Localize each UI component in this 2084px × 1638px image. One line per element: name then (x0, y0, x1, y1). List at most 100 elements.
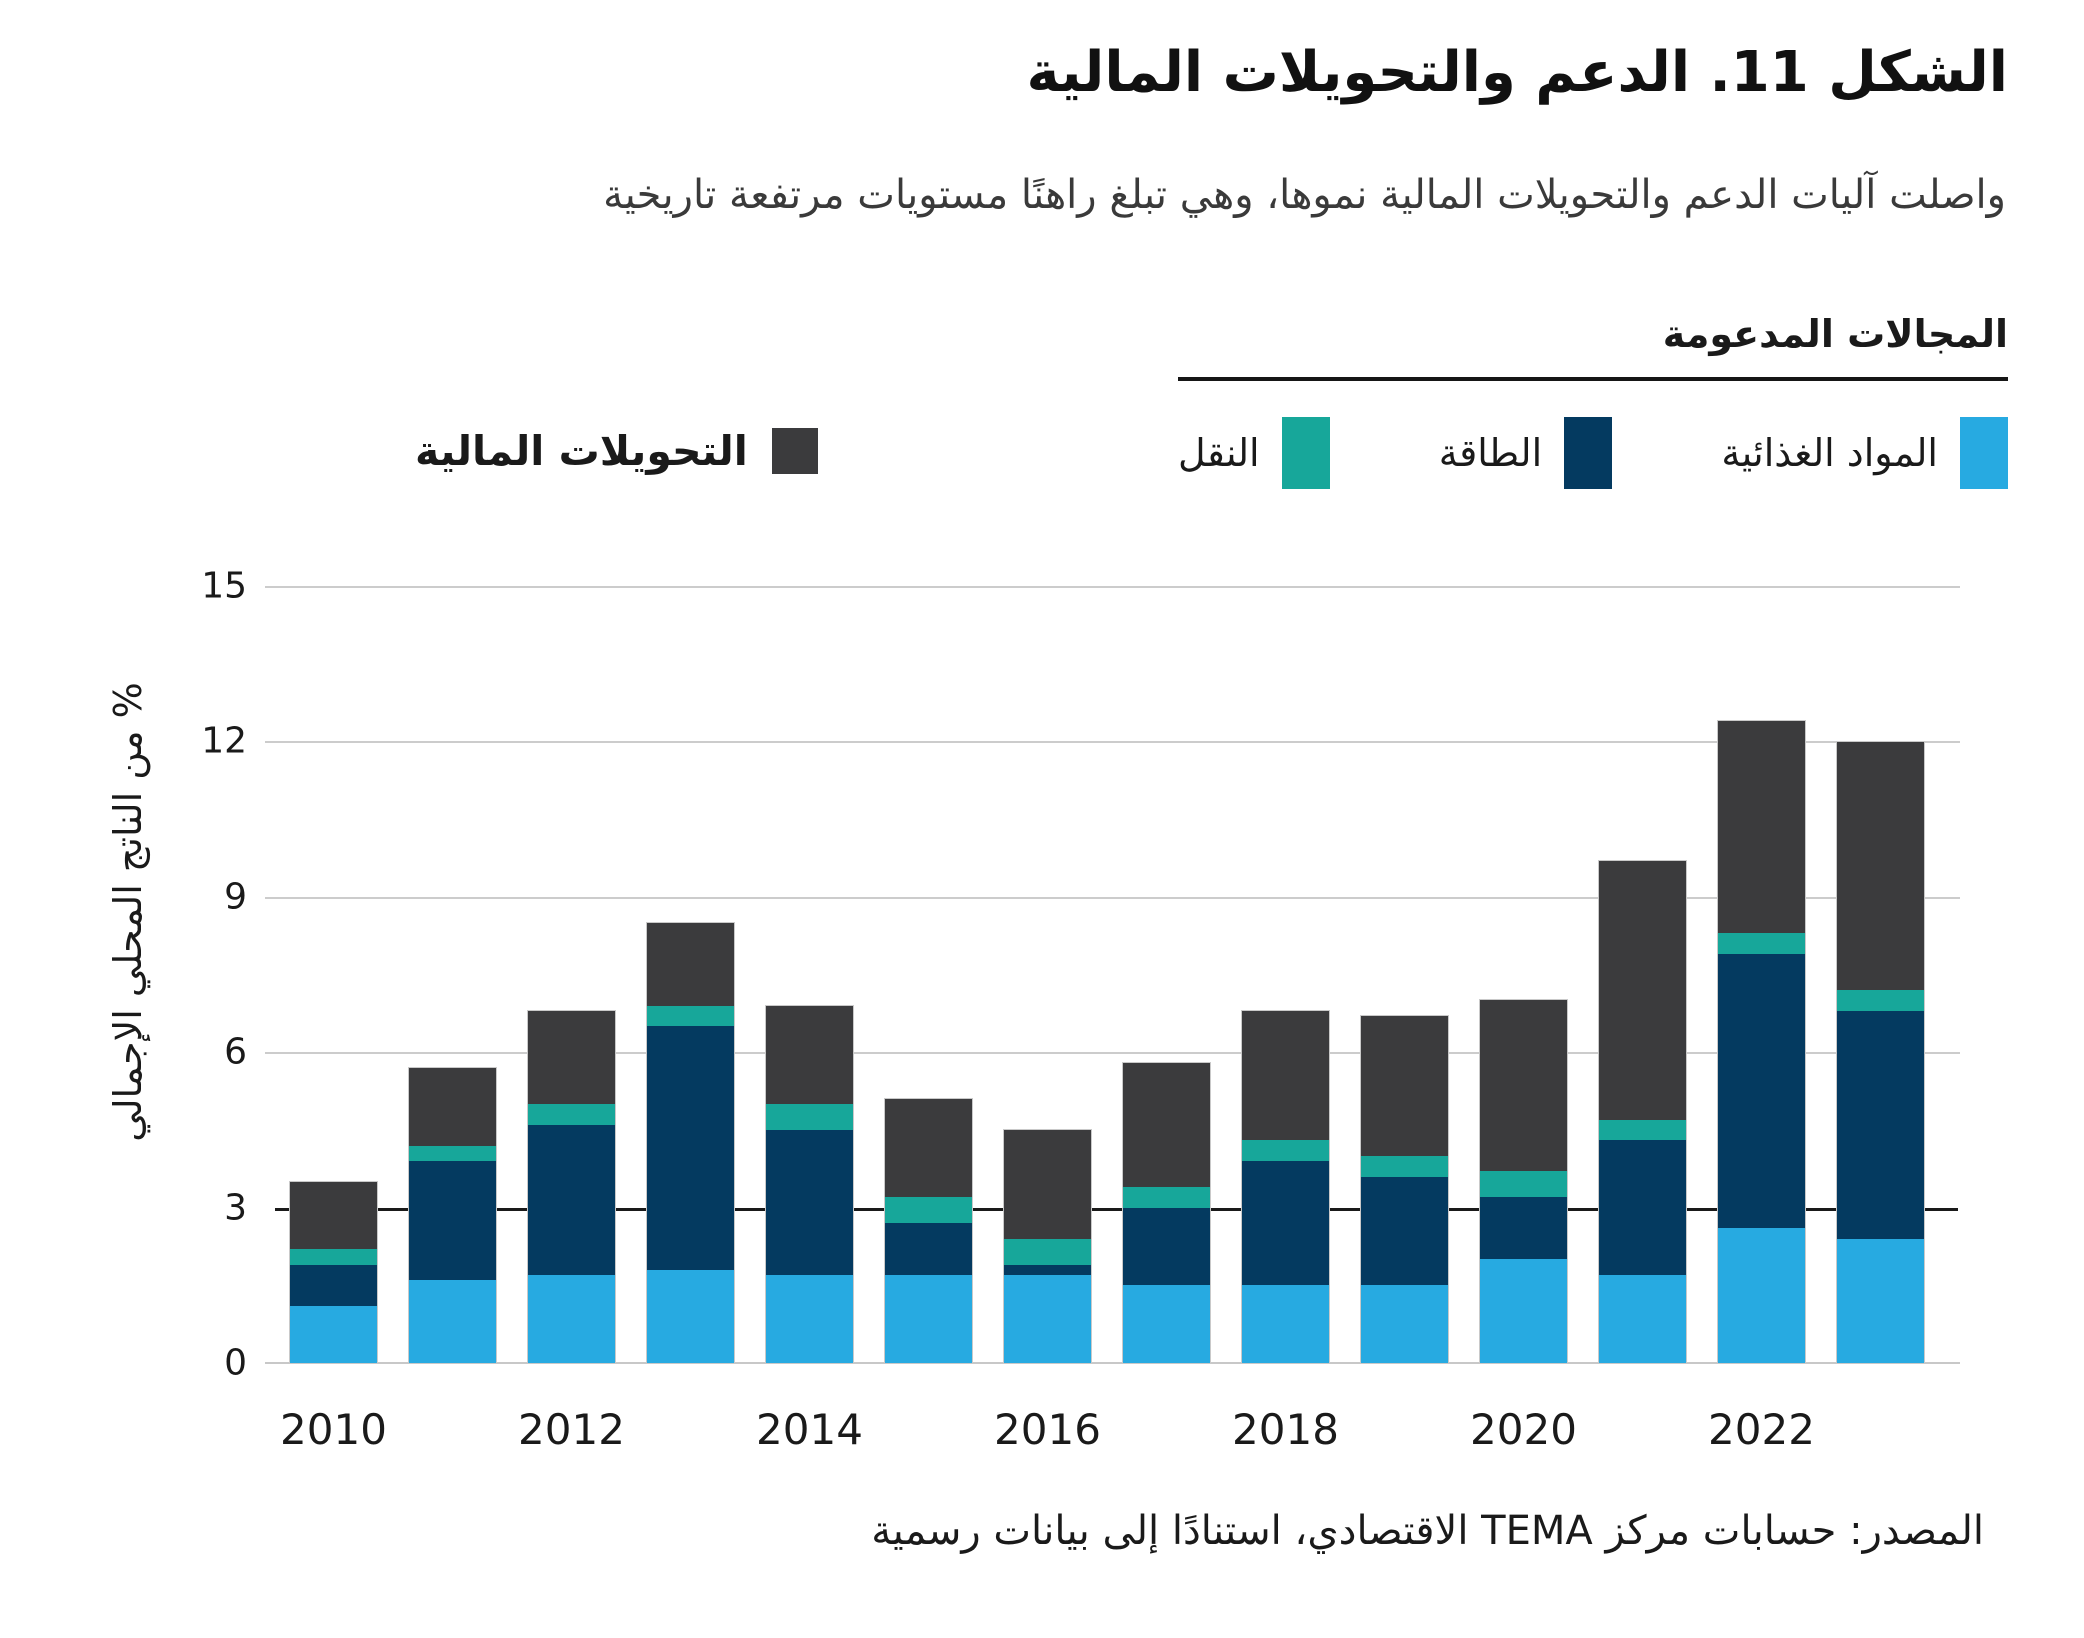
bar-2020-segment-energy (1480, 1197, 1567, 1260)
bar-2021 (1599, 860, 1686, 1363)
bar-2022-segment-transfers (1718, 720, 1805, 934)
bar-2012-segment-energy (528, 1124, 615, 1275)
bar-2010-segment-transport (290, 1249, 377, 1265)
legend-supported-areas: المواد الغذائية الطاقة النقل (1178, 416, 2008, 490)
bar-2014-segment-energy (766, 1129, 853, 1275)
bar-2017-segment-transfers (1123, 1062, 1210, 1187)
bar-2022-segment-transport (1718, 933, 1805, 954)
reference-line-3pct (275, 1208, 1958, 1211)
bar-2018-segment-energy (1242, 1161, 1329, 1286)
bar-2016-segment-energy (1004, 1264, 1091, 1275)
bar-2019-segment-transfers (1361, 1015, 1448, 1156)
bar-2011-segment-transfers (409, 1067, 496, 1146)
bar-2015 (885, 1098, 972, 1363)
bar-2015-segment-transfers (885, 1098, 972, 1198)
bar-2021-segment-energy (1599, 1140, 1686, 1275)
bar-2018 (1242, 1010, 1329, 1363)
bar-2012-segment-transfers (528, 1010, 615, 1105)
food-swatch (1960, 417, 2008, 489)
bar-2010 (290, 1181, 377, 1363)
bar-2018-segment-transfers (1242, 1010, 1329, 1141)
bar-2014-segment-transfers (766, 1005, 853, 1105)
bar-2019-segment-transport (1361, 1155, 1448, 1177)
legend-label-food: المواد الغذائية (1721, 431, 1938, 475)
y-tick-label-0: 0 (224, 1342, 247, 1384)
bar-2013-segment-transfers (647, 922, 734, 1006)
bar-2021-segment-transport (1599, 1119, 1686, 1141)
gridline-6 (265, 1052, 1960, 1054)
bar-2021-segment-transfers (1599, 860, 1686, 1120)
bar-2011 (409, 1067, 496, 1363)
bar-2018-segment-food (1242, 1285, 1329, 1363)
bar-2021-segment-food (1599, 1274, 1686, 1363)
x-tick-label-2014: 2014 (756, 1405, 863, 1454)
x-axis-line (265, 1362, 1960, 1364)
bar-2016-segment-transport (1004, 1238, 1091, 1265)
bar-2019-segment-food (1361, 1285, 1448, 1363)
bar-2018-segment-transport (1242, 1140, 1329, 1162)
legend-areas-underline (1178, 377, 2008, 381)
x-tick-label-2016: 2016 (994, 1405, 1101, 1454)
bar-2020-segment-transfers (1480, 1000, 1567, 1172)
bar-2023 (1837, 741, 1924, 1363)
page-title: الشكل 11. الدعم والتحويلات المالية (1026, 40, 2008, 105)
transport-swatch (1281, 417, 1330, 489)
bar-2017 (1123, 1062, 1210, 1363)
x-tick-label-2012: 2012 (518, 1405, 625, 1454)
bar-2022 (1718, 720, 1805, 1363)
bar-2011-segment-transport (409, 1145, 496, 1162)
bar-2010-segment-energy (290, 1264, 377, 1306)
bar-2016-segment-food (1004, 1274, 1091, 1363)
x-tick-label-2022: 2022 (1708, 1405, 1815, 1454)
y-axis-title: % من الناتج المحلي الإجمالي (106, 682, 150, 1142)
legend-item-food: المواد الغذائية (1721, 417, 2008, 489)
bar-2015-segment-transport (885, 1197, 972, 1224)
x-tick-label-2020: 2020 (1470, 1405, 1577, 1454)
bar-2020 (1480, 1000, 1567, 1363)
bar-2013-segment-energy (647, 1026, 734, 1270)
legend-label-transport: النقل (1178, 431, 1260, 475)
energy-swatch (1564, 417, 1613, 489)
bar-2023-segment-transfers (1837, 741, 1924, 991)
gridline-12 (265, 741, 1960, 743)
y-tick-label-3: 3 (224, 1187, 247, 1229)
bar-2012 (528, 1010, 615, 1363)
bar-2010-segment-transfers (290, 1181, 377, 1250)
bar-2023-segment-food (1837, 1238, 1924, 1363)
bar-2013-segment-transport (647, 1005, 734, 1027)
bar-2020-segment-food (1480, 1259, 1567, 1363)
bar-2011-segment-energy (409, 1161, 496, 1281)
y-tick-label-9: 9 (224, 876, 247, 918)
legend-areas-header: المجالات المدعومة (1662, 312, 2008, 356)
bar-2015-segment-energy (885, 1223, 972, 1275)
bar-2017-segment-food (1123, 1285, 1210, 1363)
bar-2020-segment-transport (1480, 1171, 1567, 1198)
bar-2015-segment-food (885, 1274, 972, 1363)
transfers-swatch (771, 428, 818, 474)
bar-2016-segment-transfers (1004, 1129, 1091, 1239)
bar-2011-segment-food (409, 1280, 496, 1363)
legend-item-transfers: التحويلات المالية (415, 414, 818, 488)
x-tick-label-2018: 2018 (1232, 1405, 1339, 1454)
bar-2022-segment-food (1718, 1228, 1805, 1363)
bar-2014-segment-transport (766, 1104, 853, 1130)
bar-2016 (1004, 1129, 1091, 1363)
legend-label-energy: الطاقة (1438, 431, 1543, 475)
bar-2012-segment-transport (528, 1104, 615, 1125)
legend-item-energy: الطاقة (1438, 417, 1613, 489)
y-tick-label-6: 6 (224, 1031, 247, 1073)
bar-2010-segment-food (290, 1306, 377, 1363)
bar-2013-segment-food (647, 1269, 734, 1363)
bar-2017-segment-energy (1123, 1207, 1210, 1286)
source-note: المصدر: حسابات مركز TEMA الاقتصادي، استن… (871, 1508, 1984, 1554)
bar-2014-segment-food (766, 1274, 853, 1363)
bar-2012-segment-food (528, 1274, 615, 1363)
gridline-15 (265, 586, 1960, 588)
bar-2023-segment-transport (1837, 990, 1924, 1011)
bar-2013 (647, 922, 734, 1363)
chart-subtitle: واصلت آليات الدعم والتحويلات المالية نمو… (603, 172, 2006, 218)
bar-2023-segment-energy (1837, 1010, 1924, 1239)
bar-2017-segment-transport (1123, 1186, 1210, 1208)
bar-2019-segment-energy (1361, 1176, 1448, 1286)
legend-label-transfers: التحويلات المالية (415, 427, 748, 475)
